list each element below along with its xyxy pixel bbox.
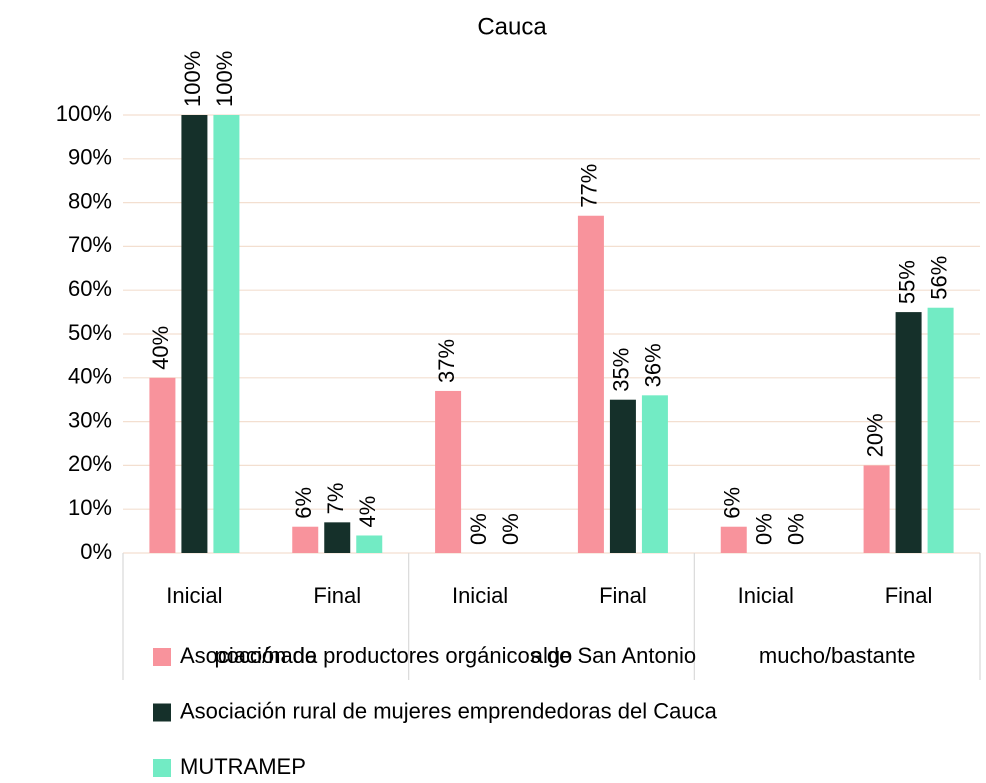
data-label: 6% (291, 487, 316, 519)
y-tick-label: 80% (68, 188, 112, 213)
data-label: 6% (720, 487, 745, 519)
x-tick-label: Final (599, 583, 647, 608)
bar (181, 115, 208, 553)
y-tick-label: 30% (68, 407, 112, 432)
group-label: poco/nada (214, 643, 318, 668)
group-label: algo (531, 643, 573, 668)
bar (641, 395, 668, 553)
legend-label: MUTRAMEP (180, 754, 306, 779)
x-tick-label: Inicial (166, 583, 222, 608)
bar (895, 312, 922, 553)
chart-title: Cauca (477, 13, 547, 40)
data-label: 37% (434, 339, 459, 383)
data-label: 0% (784, 513, 809, 545)
legend-swatch (153, 759, 171, 777)
legend-swatch (153, 648, 171, 666)
y-tick-label: 50% (68, 320, 112, 345)
bar (292, 526, 319, 553)
bar (356, 535, 383, 553)
x-tick-label: Final (885, 583, 933, 608)
legend-label: Asociación de productores orgánicos de S… (180, 643, 696, 668)
x-tick-label: Final (313, 583, 361, 608)
legend-label: Asociación rural de mujeres emprendedora… (180, 698, 718, 723)
y-tick-label: 100% (56, 101, 112, 126)
bar (863, 465, 890, 553)
x-tick-label: Inicial (452, 583, 508, 608)
x-tick-label: Inicial (738, 583, 794, 608)
bar (213, 115, 240, 553)
data-label: 100% (180, 51, 205, 107)
bar (927, 307, 954, 553)
y-tick-label: 10% (68, 495, 112, 520)
data-label: 0% (752, 513, 777, 545)
y-tick-label: 60% (68, 276, 112, 301)
bar (149, 377, 176, 553)
data-label: 36% (641, 343, 666, 387)
y-tick-label: 70% (68, 232, 112, 257)
data-label: 7% (323, 483, 348, 515)
data-label: 35% (609, 348, 634, 392)
data-label: 0% (498, 513, 523, 545)
bar (577, 215, 604, 554)
y-tick-label: 20% (68, 451, 112, 476)
data-label: 100% (212, 51, 237, 107)
data-label: 0% (466, 513, 491, 545)
data-label: 55% (894, 260, 919, 304)
y-tick-label: 90% (68, 145, 112, 170)
group-label: mucho/bastante (759, 643, 916, 668)
data-label: 56% (926, 256, 951, 300)
bar (720, 526, 747, 553)
data-label: 20% (862, 413, 887, 457)
bar (609, 399, 636, 553)
y-tick-label: 0% (80, 539, 112, 564)
y-tick-label: 40% (68, 364, 112, 389)
data-label: 40% (148, 326, 173, 370)
data-label: 77% (577, 164, 602, 208)
bar (324, 522, 351, 553)
legend-swatch (153, 703, 171, 722)
bar (435, 390, 462, 553)
data-label: 4% (355, 496, 380, 528)
